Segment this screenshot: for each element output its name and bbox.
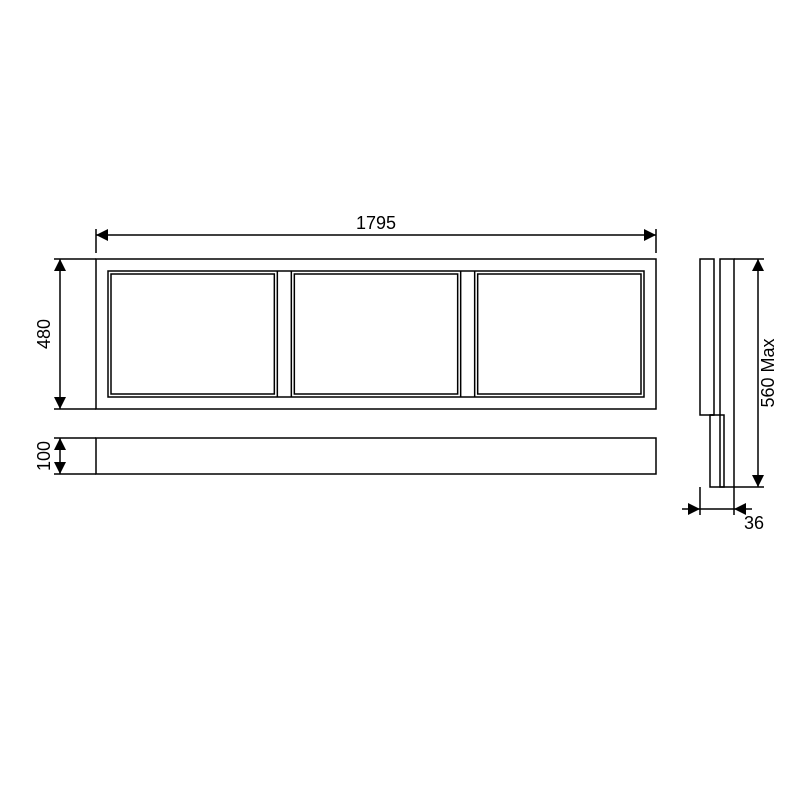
front-panel-inner <box>108 271 644 397</box>
dim-480-label: 480 <box>34 319 54 349</box>
plinth-panel <box>96 438 656 474</box>
side-front-board <box>700 259 714 415</box>
dim-100-label: 100 <box>34 441 54 471</box>
side-plinth-board <box>710 415 724 487</box>
recessed-panel <box>294 274 457 394</box>
side-back-board <box>720 259 734 487</box>
dim-width-label: 1795 <box>356 213 396 233</box>
recessed-panel <box>111 274 274 394</box>
front-panel-outer <box>96 259 656 409</box>
dim-560-label: 560 Max <box>758 338 778 407</box>
dim-36-label: 36 <box>744 513 764 533</box>
recessed-panel <box>478 274 641 394</box>
